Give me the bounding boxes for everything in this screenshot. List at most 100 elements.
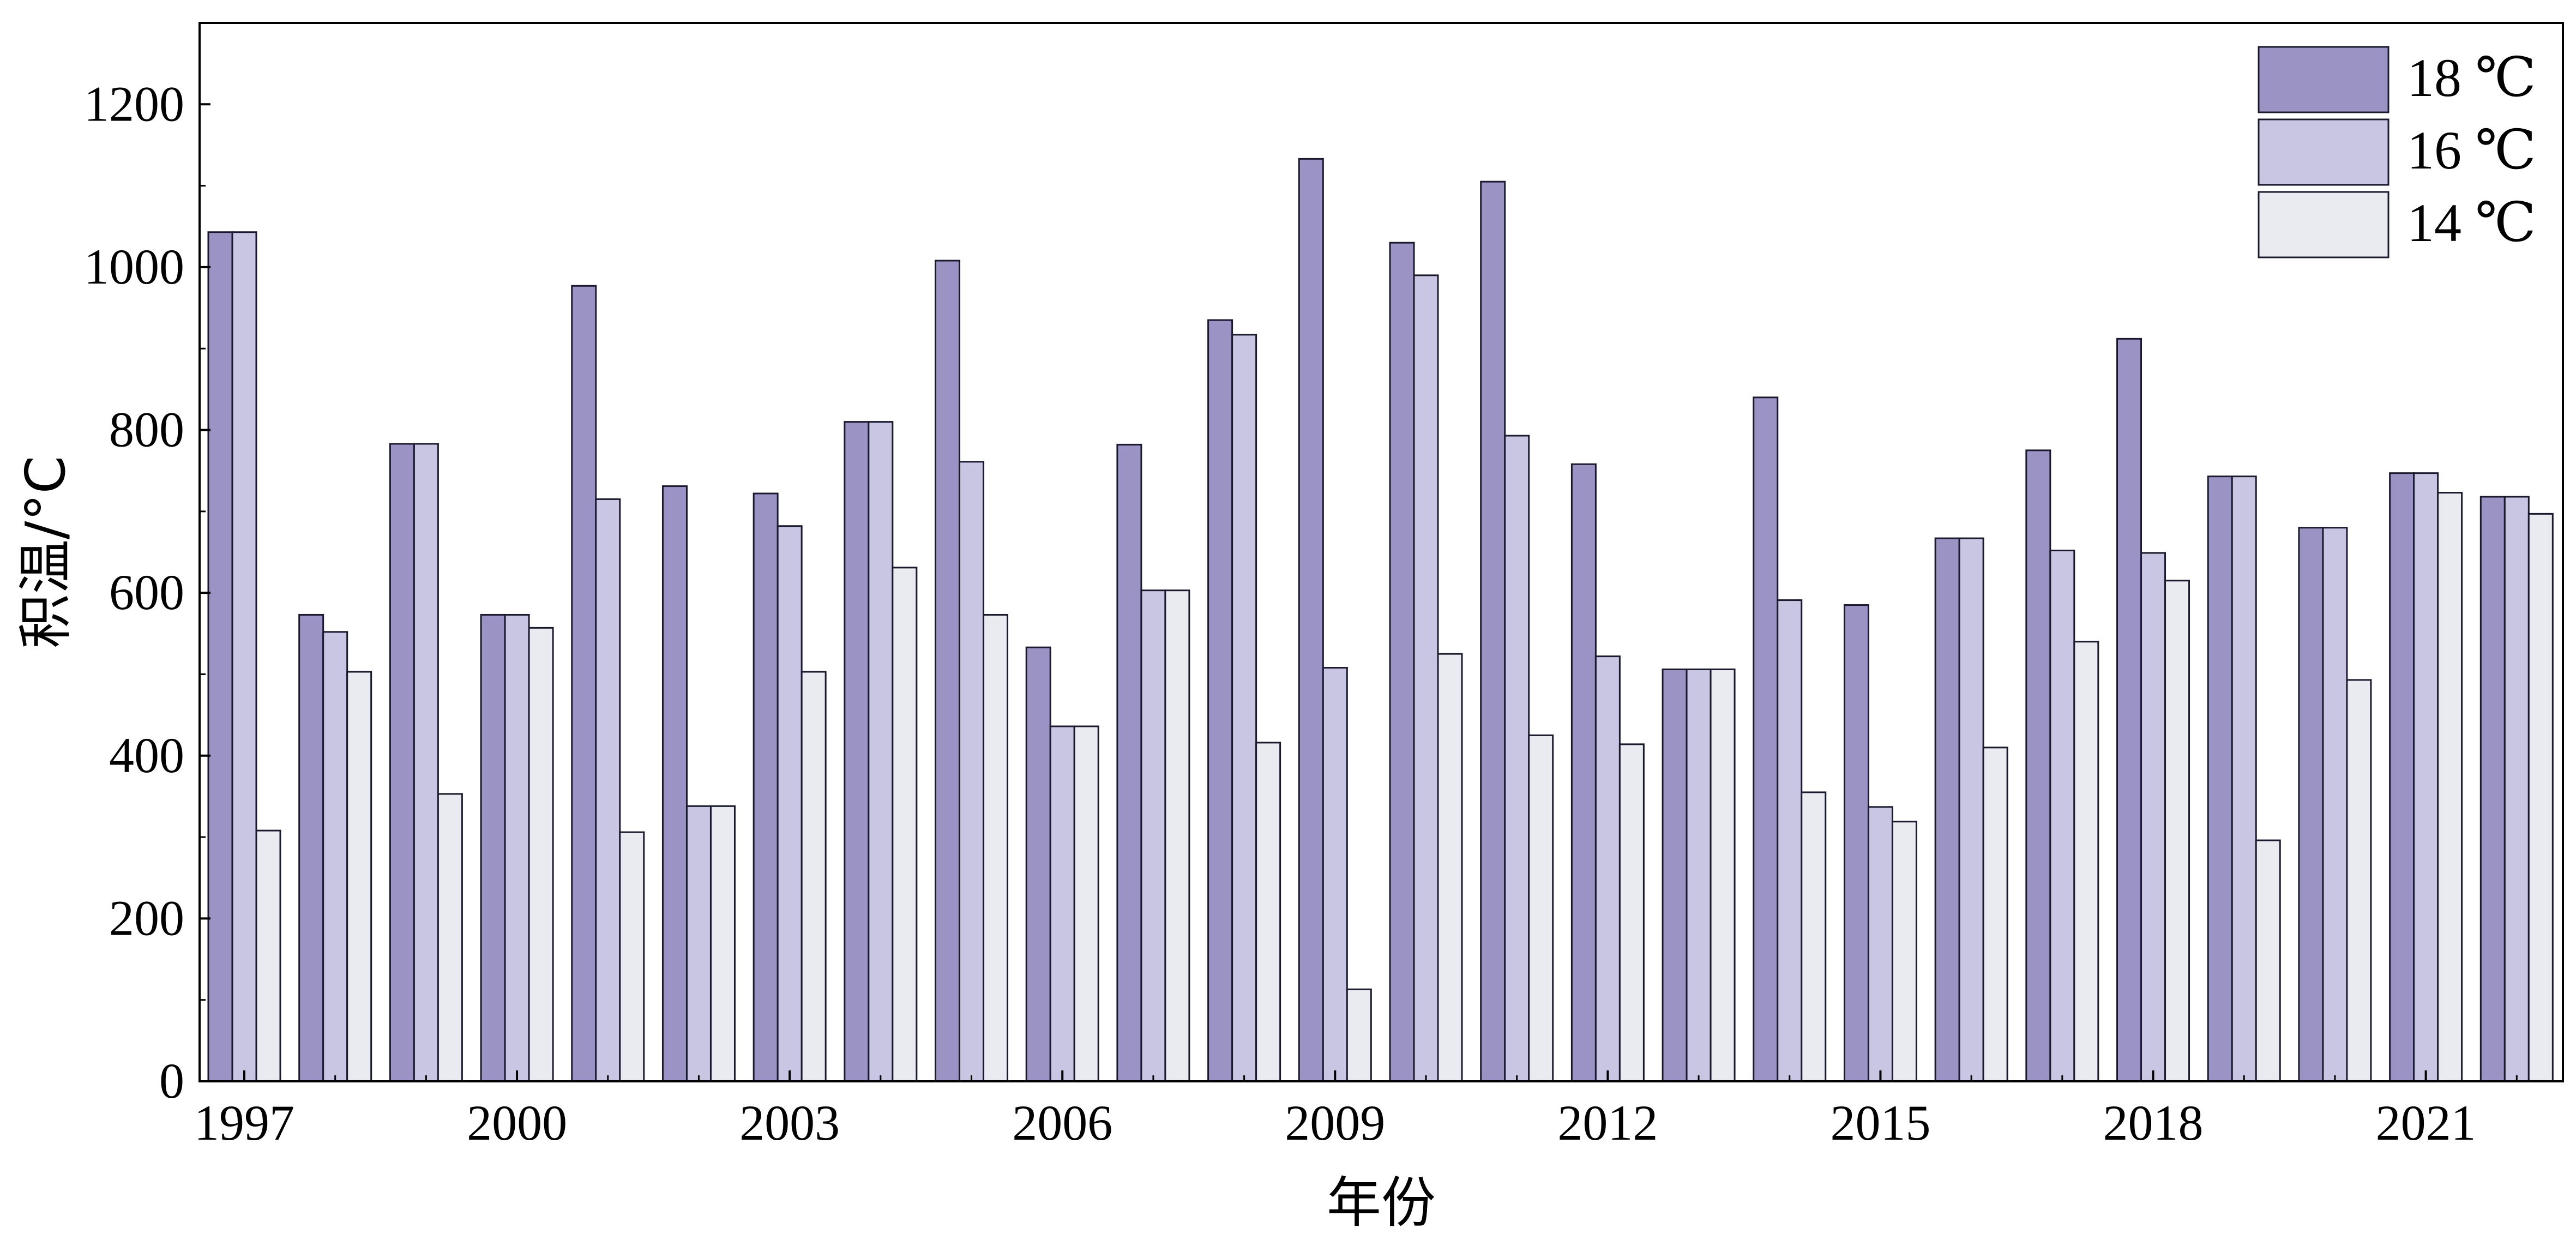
y-tick-label-0: 0 bbox=[159, 1053, 184, 1109]
bar-2006-series-1 bbox=[1025, 646, 1051, 1082]
bar-1999-series-1 bbox=[389, 443, 415, 1082]
bar-2002-series-1 bbox=[661, 485, 688, 1082]
bar-2014-series-2 bbox=[1777, 599, 1803, 1082]
bar-2015-series-1 bbox=[1843, 604, 1869, 1082]
legend-swatch-3 bbox=[2258, 191, 2390, 258]
bar-2009-series-2 bbox=[1322, 667, 1348, 1082]
bars-layer bbox=[207, 158, 2554, 1082]
bar-2011-series-2 bbox=[1504, 435, 1530, 1082]
bar-2009-series-1 bbox=[1298, 158, 1324, 1082]
bar-2018-series-3 bbox=[2164, 580, 2190, 1082]
y-tick-label-800: 800 bbox=[109, 402, 184, 458]
bar-2021-series-2 bbox=[2413, 472, 2439, 1082]
bar-2018-series-2 bbox=[2140, 552, 2166, 1082]
x-tick-label-2018: 2018 bbox=[2103, 1095, 2204, 1151]
x-tick-label-2021: 2021 bbox=[2376, 1095, 2476, 1151]
bar-2013-series-3 bbox=[1710, 669, 1736, 1082]
y-tick-label-400: 400 bbox=[109, 727, 184, 783]
bar-2008-series-1 bbox=[1207, 319, 1233, 1082]
bar-2000-series-2 bbox=[504, 613, 530, 1082]
bar-1997-series-3 bbox=[255, 829, 281, 1082]
bar-2002-series-2 bbox=[685, 805, 712, 1082]
y-tick-label-1200: 1200 bbox=[84, 76, 184, 131]
bar-2013-series-1 bbox=[1662, 669, 1688, 1082]
bar-2010-series-1 bbox=[1389, 242, 1415, 1082]
bar-2015-series-3 bbox=[1891, 821, 1917, 1082]
bar-2012-series-2 bbox=[1594, 655, 1621, 1082]
bar-2000-series-3 bbox=[528, 627, 554, 1082]
bar-2016-series-3 bbox=[1982, 747, 2008, 1082]
bar-2002-series-3 bbox=[709, 805, 736, 1082]
bar-2021-series-1 bbox=[2389, 472, 2415, 1082]
bar-2005-series-2 bbox=[959, 461, 985, 1082]
bar-2021-series-3 bbox=[2437, 492, 2463, 1082]
x-tick-label-2000: 2000 bbox=[467, 1095, 567, 1151]
x-tick-label-2012: 2012 bbox=[1557, 1095, 1658, 1151]
axes-layer: 0 200 400 600 800 1000 1200 1997 2000 2003 2006 200… bbox=[14, 22, 2564, 1235]
bar-2020-series-2 bbox=[2322, 527, 2348, 1082]
legend-label-3: 14 ℃ bbox=[2407, 192, 2536, 253]
bar-2013-series-2 bbox=[1686, 669, 1712, 1082]
bar-2011-series-1 bbox=[1480, 180, 1506, 1082]
bar-1997-series-1 bbox=[207, 231, 233, 1082]
bar-2017-series-3 bbox=[2073, 641, 2099, 1082]
bar-1999-series-2 bbox=[413, 443, 439, 1082]
bar-2011-series-3 bbox=[1528, 734, 1554, 1082]
bar-2004-series-2 bbox=[868, 421, 894, 1082]
bar-2016-series-2 bbox=[1958, 537, 1984, 1082]
x-tick-label-2015: 2015 bbox=[1830, 1095, 1930, 1151]
bar-2001-series-1 bbox=[571, 285, 597, 1082]
bar-1998-series-3 bbox=[346, 671, 372, 1082]
bar-2003-series-1 bbox=[753, 492, 779, 1082]
y-axis-title: 积温/°C bbox=[14, 456, 77, 649]
bar-2020-series-3 bbox=[2346, 679, 2372, 1082]
bar-2010-series-3 bbox=[1437, 653, 1463, 1082]
bar-2007-series-3 bbox=[1164, 589, 1190, 1082]
bar-2000-series-1 bbox=[480, 613, 506, 1082]
bar-2007-series-2 bbox=[1140, 589, 1166, 1082]
legend-label-2: 16 ℃ bbox=[2407, 120, 2536, 180]
x-tick-label-1997: 1997 bbox=[194, 1095, 294, 1151]
bar-2022-series-1 bbox=[2479, 496, 2506, 1082]
bar-1998-series-2 bbox=[322, 631, 348, 1082]
bar-1998-series-1 bbox=[298, 613, 324, 1082]
bar-2006-series-2 bbox=[1049, 725, 1075, 1082]
bar-2014-series-1 bbox=[1753, 396, 1779, 1082]
legend-swatch-2 bbox=[2258, 118, 2390, 186]
bar-2018-series-1 bbox=[2116, 338, 2142, 1082]
bar-2022-series-2 bbox=[2503, 496, 2530, 1082]
x-axis-title: 年份 bbox=[1327, 1171, 1436, 1235]
bar-2019-series-3 bbox=[2255, 839, 2281, 1082]
y-tick-label-1000: 1000 bbox=[84, 239, 184, 294]
x-tick-label-2006: 2006 bbox=[1012, 1095, 1112, 1151]
legend-label-1: 18 ℃ bbox=[2407, 47, 2536, 108]
legend: 18 ℃ 16 ℃ 14 ℃ bbox=[2258, 46, 2536, 258]
bar-2005-series-3 bbox=[983, 613, 1009, 1082]
y-tick-label-200: 200 bbox=[109, 890, 184, 946]
y-tick-label-600: 600 bbox=[109, 564, 184, 620]
bar-2008-series-2 bbox=[1231, 334, 1257, 1082]
bar-2003-series-3 bbox=[801, 671, 827, 1082]
bar-2007-series-1 bbox=[1116, 443, 1142, 1082]
bar-2017-series-2 bbox=[2049, 550, 2075, 1082]
bar-2015-series-2 bbox=[1867, 806, 1893, 1082]
x-tick-label-2003: 2003 bbox=[739, 1095, 840, 1151]
plot-frame bbox=[198, 22, 2564, 1082]
bar-1999-series-3 bbox=[437, 793, 463, 1082]
bar-2004-series-1 bbox=[844, 421, 870, 1082]
bar-2001-series-2 bbox=[595, 498, 621, 1082]
bar-2008-series-3 bbox=[1255, 742, 1281, 1082]
bar-2020-series-1 bbox=[2298, 527, 2324, 1082]
x-tick-label-2009: 2009 bbox=[1285, 1095, 1385, 1151]
bar-2010-series-2 bbox=[1413, 274, 1439, 1082]
bar-2019-series-2 bbox=[2231, 475, 2257, 1082]
bar-2017-series-1 bbox=[2025, 449, 2051, 1082]
bar-2014-series-3 bbox=[1801, 791, 1827, 1082]
bar-2006-series-3 bbox=[1073, 725, 1099, 1082]
bar-2019-series-1 bbox=[2207, 475, 2233, 1082]
bar-2001-series-3 bbox=[619, 831, 645, 1082]
bar-2003-series-2 bbox=[777, 525, 803, 1082]
bar-2012-series-1 bbox=[1570, 463, 1597, 1082]
